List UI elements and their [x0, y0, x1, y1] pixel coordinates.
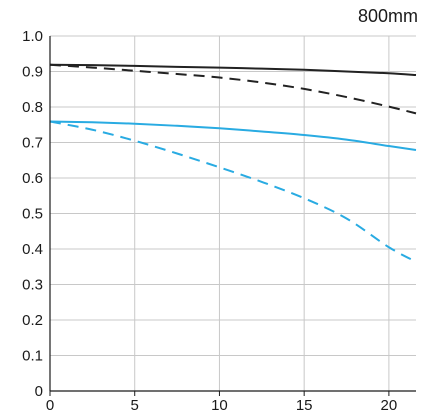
y-tick-label: 0.8 — [22, 99, 43, 116]
series-line-4 — [49, 120, 417, 263]
y-tick-label: 1.0 — [22, 28, 43, 45]
y-tick-label: 0.3 — [22, 277, 43, 294]
series-line-1 — [49, 63, 417, 77]
series-line-2 — [49, 63, 417, 115]
series-group — [49, 63, 417, 263]
x-tick-label: 0 — [46, 397, 54, 414]
x-tick-label: 5 — [131, 397, 139, 414]
y-tick-label: 0.9 — [22, 64, 43, 81]
y-tick-label: 0.6 — [22, 170, 43, 187]
y-tick-label: 0.7 — [22, 135, 43, 152]
y-tick-label: 0 — [35, 383, 43, 400]
y-tick-label: 0.5 — [22, 206, 43, 223]
x-tick-label: 20 — [381, 397, 398, 414]
axes — [49, 36, 416, 396]
x-tick-label: 10 — [211, 397, 228, 414]
series-line-3 — [49, 120, 417, 151]
grid — [50, 35, 416, 392]
y-tick-label: 0.1 — [22, 348, 43, 365]
y-tick-label: 0.4 — [22, 241, 43, 258]
tick-labels: 0 0.1 0.2 0.3 0.4 0.5 0.6 0.7 0.8 0.9 1.0 0 5 10 15 20 — [22, 28, 397, 414]
chart-title: 800mm — [358, 6, 418, 26]
x-tick-label: 15 — [296, 397, 313, 414]
y-tick-label: 0.2 — [22, 312, 43, 329]
